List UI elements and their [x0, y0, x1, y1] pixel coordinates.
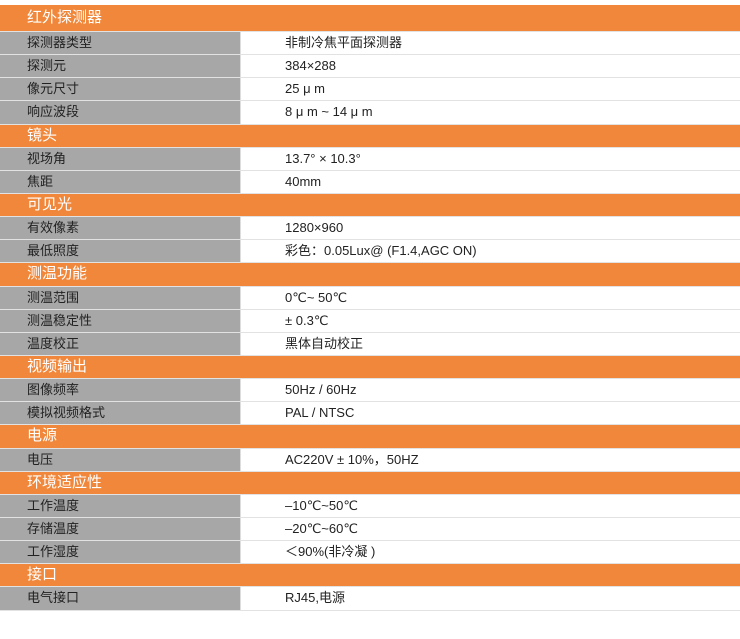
spec-label: 像元尺寸: [0, 78, 241, 101]
spec-row: 工作温度 –10℃~50℃: [0, 494, 740, 518]
spec-value: –20℃~60℃: [241, 517, 740, 541]
spec-value: 1280×960: [241, 217, 740, 240]
spec-row: 探测器类型 非制冷焦平面探测器: [0, 32, 740, 56]
spec-row: 测温稳定性 ± 0.3℃: [0, 309, 740, 333]
spec-label: 电压: [0, 448, 241, 471]
section-header: 接口: [0, 564, 740, 588]
spec-row: 电气接口 RJ45,电源: [0, 587, 740, 611]
section-header: 红外探测器: [0, 5, 740, 32]
spec-label: 响应波段: [0, 101, 241, 124]
spec-value: 黑体自动校正: [241, 332, 740, 355]
spec-label: 有效像素: [0, 217, 241, 240]
spec-value: RJ45,电源: [241, 587, 740, 610]
spec-label: 工作湿度: [0, 541, 241, 564]
spec-value: AC220V ± 10%，50HZ: [241, 448, 740, 471]
spec-label: 最低照度: [0, 240, 241, 263]
spec-label: 探测元: [0, 55, 241, 78]
section-header: 环境适应性: [0, 471, 740, 495]
spec-row: 有效像素 1280×960: [0, 217, 740, 241]
spec-row: 电压 AC220V ± 10%，50HZ: [0, 448, 740, 472]
spec-row: 测温范围 0℃~ 50℃: [0, 286, 740, 310]
spec-label: 测温范围: [0, 286, 241, 309]
section-header: 测温功能: [0, 263, 740, 287]
spec-row: 最低照度 彩色：0.05Lux@ (F1.4,AGC ON): [0, 240, 740, 264]
section-header: 电源: [0, 425, 740, 449]
spec-label: 模拟视频格式: [0, 402, 241, 425]
spec-row: 响应波段 8 μ m ~ 14 μ m: [0, 101, 740, 125]
spec-label: 图像频率: [0, 379, 241, 402]
spec-row: 图像频率 50Hz / 60Hz: [0, 379, 740, 403]
spec-value: –10℃~50℃: [241, 494, 740, 517]
spec-label: 工作温度: [0, 494, 241, 517]
spec-label: 测温稳定性: [0, 309, 241, 332]
spec-value: 13.7° × 10.3°: [241, 147, 740, 170]
spec-label: 视场角: [0, 147, 241, 170]
spec-value: 彩色：0.05Lux@ (F1.4,AGC ON): [241, 240, 740, 263]
spec-value: 50Hz / 60Hz: [241, 379, 740, 402]
spec-value: PAL / NTSC: [241, 402, 740, 425]
spec-label: 电气接口: [0, 587, 241, 610]
spec-value: ＜90%(非冷凝 ): [241, 541, 740, 564]
spec-row: 像元尺寸 25 μ m: [0, 78, 740, 102]
section-header: 可见光: [0, 193, 740, 218]
spec-value: 25 μ m: [241, 78, 740, 101]
spec-value: 0℃~ 50℃: [241, 286, 740, 309]
spec-value: 非制冷焦平面探测器: [241, 32, 740, 55]
spec-row: 工作湿度 ＜90%(非冷凝 ): [0, 541, 740, 565]
spec-row: 视场角 13.7° × 10.3°: [0, 147, 740, 171]
spec-row: 模拟视频格式 PAL / NTSC: [0, 402, 740, 426]
section-header: 镜头: [0, 124, 740, 148]
spec-row: 存储温度 –20℃~60℃: [0, 517, 740, 542]
spec-value: 40mm: [241, 170, 740, 193]
spec-label: 探测器类型: [0, 32, 241, 55]
spec-row: 探测元 384×288: [0, 55, 740, 79]
spec-label: 焦距: [0, 170, 241, 193]
spec-label: 存储温度: [0, 517, 241, 541]
spec-value: 8 μ m ~ 14 μ m: [241, 101, 740, 124]
section-header: 视频输出: [0, 355, 740, 380]
spec-value: ± 0.3℃: [241, 309, 740, 332]
spec-label: 温度校正: [0, 332, 241, 355]
spec-row: 焦距 40mm: [0, 170, 740, 194]
spec-row: 温度校正 黑体自动校正: [0, 332, 740, 356]
spec-value: 384×288: [241, 55, 740, 78]
